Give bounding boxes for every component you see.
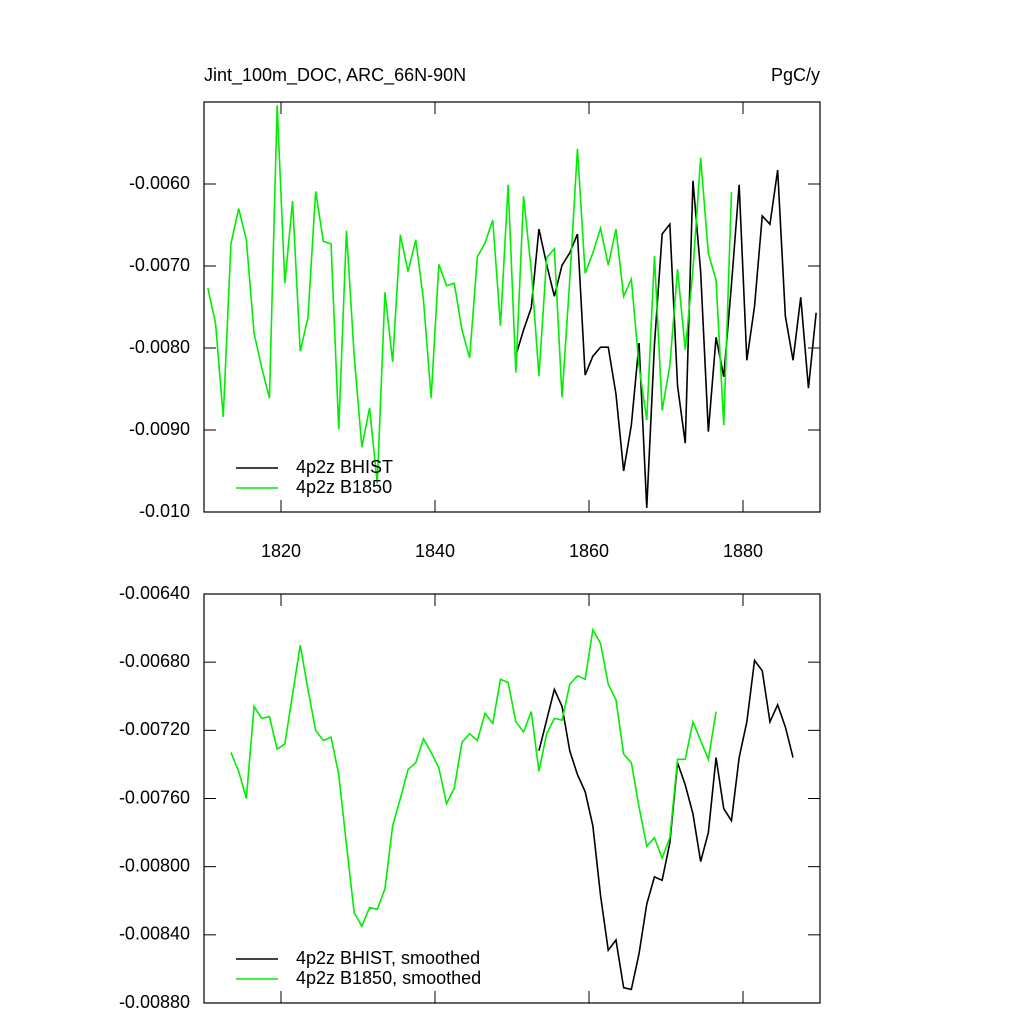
legend-label: 4p2z B1850, smoothed — [296, 968, 481, 988]
x-tick-label: 1840 — [415, 541, 455, 561]
data-line — [207, 105, 733, 484]
y-tick-label: -0.010 — [139, 501, 190, 521]
plot-frame — [203, 593, 821, 1004]
data-line — [538, 658, 794, 991]
x-tick-label: 1860 — [569, 541, 609, 561]
x-tick-label: 1820 — [261, 541, 301, 561]
plot-frame — [203, 101, 821, 513]
data-line — [230, 627, 717, 929]
y-tick-label: -0.00720 — [119, 719, 190, 739]
y-tick-label: -0.00680 — [119, 651, 190, 671]
units-label: PgC/y — [771, 65, 820, 85]
y-tick-label: -0.00640 — [119, 583, 190, 603]
y-tick-label: -0.0090 — [129, 419, 190, 439]
y-tick-label: -0.00840 — [119, 924, 190, 944]
legend-label: 4p2z B1850 — [296, 477, 392, 497]
legend-label: 4p2z BHIST, smoothed — [296, 948, 480, 968]
y-tick-label: -0.0060 — [129, 173, 190, 193]
x-tick-label: 1880 — [723, 541, 763, 561]
chart-title: Jint_100m_DOC, ARC_66N-90N — [204, 65, 466, 86]
y-tick-label: -0.00800 — [119, 855, 190, 875]
y-tick-label: -0.0070 — [129, 255, 190, 275]
y-tick-label: -0.0080 — [129, 337, 190, 357]
y-tick-label: -0.00760 — [119, 787, 190, 807]
y-tick-label: -0.00880 — [119, 992, 190, 1012]
legend-label: 4p2z BHIST — [296, 457, 393, 477]
data-line — [515, 169, 817, 508]
